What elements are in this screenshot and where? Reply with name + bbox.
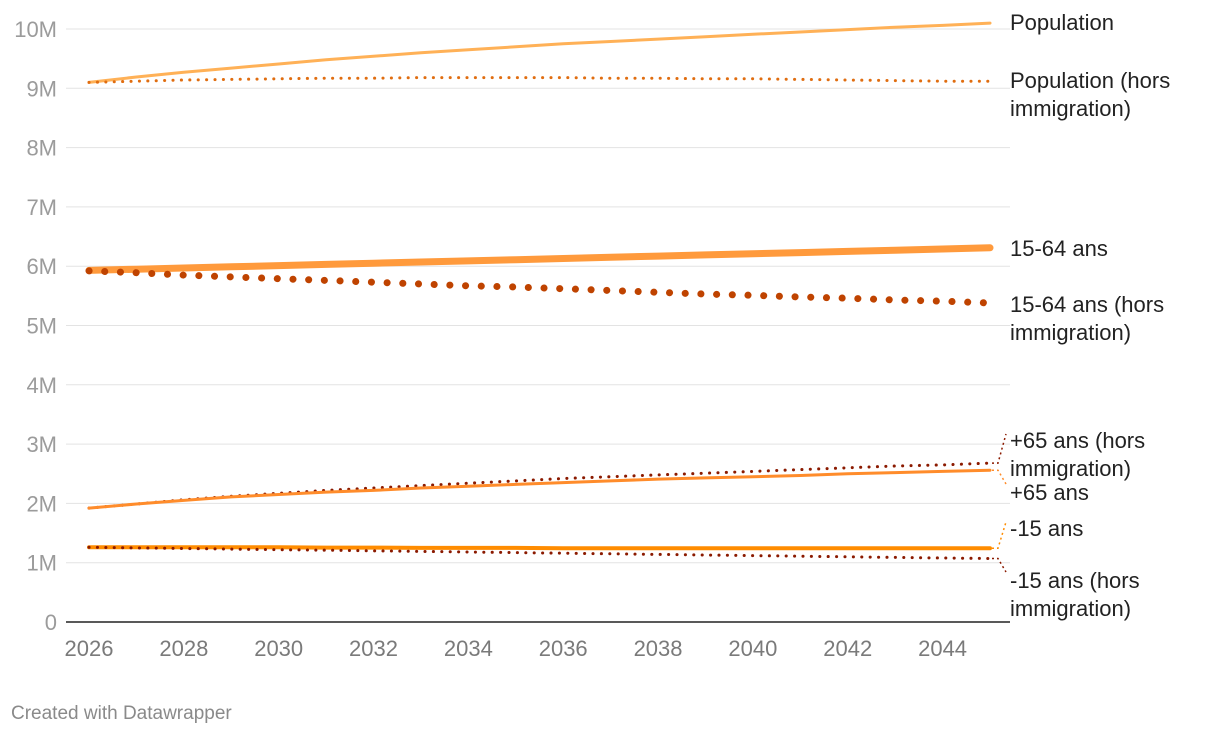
credit-text: Created with Datawrapper: [11, 703, 232, 724]
x-tick-label-2030: 2030: [254, 636, 303, 661]
series-label-15-64-ans: 15-64 ans: [1010, 236, 1108, 261]
y-tick-label-1m: 1M: [26, 551, 57, 576]
x-tick-label-2026: 2026: [65, 636, 114, 661]
y-tick-label-6m: 6M: [26, 254, 57, 279]
series-line-15-ans-hors-immigration: [87, 545, 992, 560]
y-tick-label-10m: 10M: [14, 17, 57, 42]
series-label-population: Population: [1010, 10, 1114, 35]
y-tick-label-0: 0: [45, 610, 57, 635]
series-label-65-ans: +65 ans: [1010, 480, 1089, 505]
series-line-15-64-ans: [85, 244, 994, 274]
series-label-65-ans-hors-immigration: +65 ans (hors immigration): [1010, 428, 1145, 481]
x-tick-label-2038: 2038: [634, 636, 683, 661]
y-tick-label-5m: 5M: [26, 314, 57, 339]
series-line-population-hors-immigration: [87, 76, 992, 84]
leader-line-65-ans: [992, 469, 1007, 485]
leader-line-65-ans-hors-immigration: [992, 433, 1007, 464]
y-tick-label-2m: 2M: [26, 491, 57, 516]
y-tick-label-9m: 9M: [26, 76, 57, 101]
series-line-population: [87, 21, 992, 84]
y-tick-label-7m: 7M: [26, 195, 57, 220]
series-label-15-ans-hors-immigration: -15 ans (hors immigration): [1010, 568, 1140, 621]
series-label-15-64-ans-hors-immigration: 15-64 ans (hors immigration): [1010, 292, 1164, 345]
y-tick-label-3m: 3M: [26, 432, 57, 457]
series-line-65-ans-hors-immigration: [87, 461, 992, 510]
x-tick-label-2032: 2032: [349, 636, 398, 661]
leader-line-15-ans-hors-immigration: [992, 557, 1007, 573]
series-label-15-ans: -15 ans: [1010, 516, 1083, 541]
x-tick-label-2036: 2036: [539, 636, 588, 661]
series-label-population-hors-immigration: Population (hors immigration): [1010, 68, 1170, 121]
x-tick-label-2034: 2034: [444, 636, 493, 661]
y-tick-label-8m: 8M: [26, 136, 57, 161]
y-tick-label-4m: 4M: [26, 373, 57, 398]
leader-line-15-ans: [992, 521, 1007, 549]
series-line-15-ans: [87, 545, 992, 551]
x-tick-label-2028: 2028: [159, 636, 208, 661]
x-tick-label-2044: 2044: [918, 636, 967, 661]
x-tick-label-2042: 2042: [823, 636, 872, 661]
series-line-65-ans: [87, 468, 992, 510]
series-line-15-64-ans-hors-immigration: [85, 267, 994, 307]
x-tick-label-2040: 2040: [728, 636, 777, 661]
